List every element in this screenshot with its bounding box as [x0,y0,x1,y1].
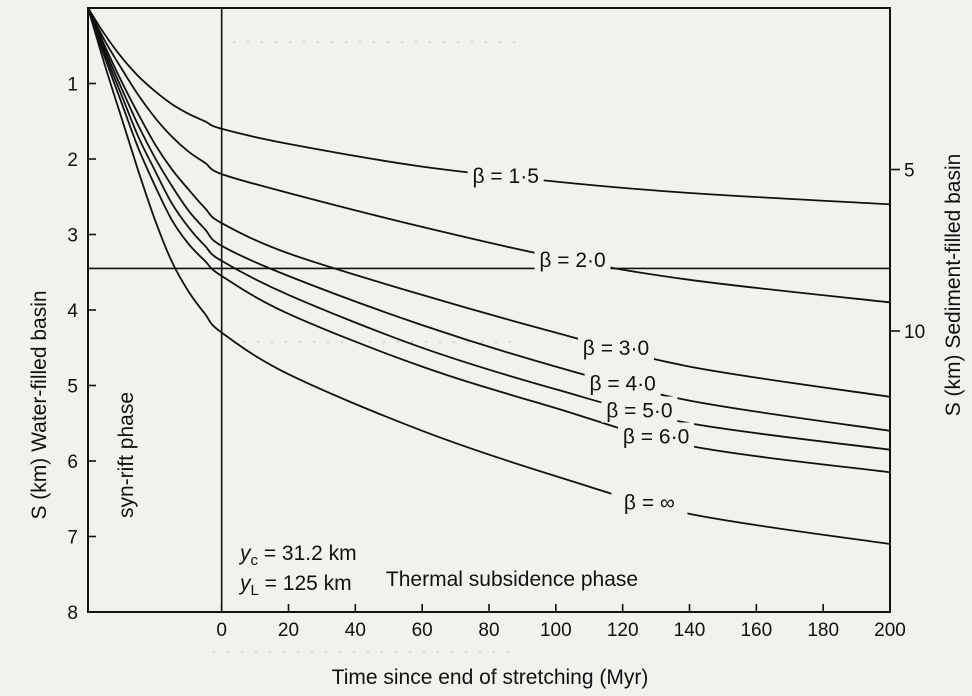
series-labels: β = 1·5 β = 2·0 β = 3·0 β = 4·0 β = 5·0β = 6… [467,161,695,515]
series-label-4: β = 4·0 [589,373,655,396]
right-tick-label: 5 [904,160,915,181]
series-label-6: β = 6·0 [623,425,689,448]
series-label-bg-2 [534,245,611,272]
tick-marks: 0 20 40 60 80 100 120 140 160 180 200 1 2 3 4 5 6 7 8 5 10 [67,75,925,642]
x-tick-label: 120 [607,620,639,641]
series-label-7: β = ∞ [624,492,675,515]
series-line-5 [87,7,891,451]
x-tick-label: 160 [740,620,772,641]
x-axis-title: Time since end of stretching (Myr) [332,666,649,689]
left-tick-label: 8 [67,603,78,624]
x-tick-label: 200 [874,620,906,641]
series-label-2: β = 2·0 [539,249,605,272]
axis-texts: Time since end of stretching (Myr) S (km… [28,154,965,689]
plot-frame [87,7,891,613]
yl-annotation: yL = 125 km [238,572,352,599]
series-curves [87,7,891,545]
syn-rift-label: syn-rift phase [115,392,138,518]
axes-frame [87,7,891,613]
left-tick-label: 1 [67,75,78,96]
thermal-phase-label: Thermal subsidence phase [386,568,638,591]
left-tick-label: 3 [67,226,78,247]
left-tick-label: 5 [67,377,78,398]
yl-subscript: L [251,582,259,599]
right-tick-label: 10 [904,322,925,343]
yl-value: = 125 km [259,572,352,595]
series-label-bg-6 [618,422,695,449]
series-line-3 [87,7,891,398]
series-label-3: β = 3·0 [583,337,649,360]
yc-value: = 31.2 km [258,542,357,565]
left-tick-label: 6 [67,452,78,473]
reference-lines [88,8,890,612]
series-label-bg-1 [467,161,544,188]
x-tick-label: 180 [807,620,839,641]
x-tick-label: 100 [540,620,572,641]
x-tick-label: 0 [216,620,227,641]
x-tick-label: 20 [278,620,299,641]
x-tick-label: 80 [478,620,499,641]
series-line-1 [87,7,891,206]
series-label-bg-5 [601,396,678,423]
x-tick-label: 40 [345,620,366,641]
yl-symbol: y [238,572,252,595]
series-label-5: β = 5·0 [606,400,672,423]
x-tick-label: 60 [412,620,433,641]
left-tick-label: 7 [67,528,78,549]
left-tick-label: 4 [67,301,78,322]
series-line-2 [87,7,891,304]
yc-subscript: c [251,552,259,569]
series-line-7 [87,7,891,545]
yc-annotation: yc = 31.2 km [238,542,357,569]
series-label-bg-7 [611,488,688,515]
series-label-bg-3 [577,333,654,360]
series-line-4 [87,7,891,432]
series-line-6 [87,7,891,474]
left-axis-title: S (km) Water-filled basin [28,290,51,519]
series-label-bg-4 [584,369,661,396]
series-label-1: β = 1·5 [473,165,539,188]
left-tick-label: 2 [67,150,78,171]
right-axis-title: S (km) Sediment-filled basin [942,154,965,417]
yc-symbol: y [238,542,252,565]
x-tick-label: 140 [674,620,706,641]
